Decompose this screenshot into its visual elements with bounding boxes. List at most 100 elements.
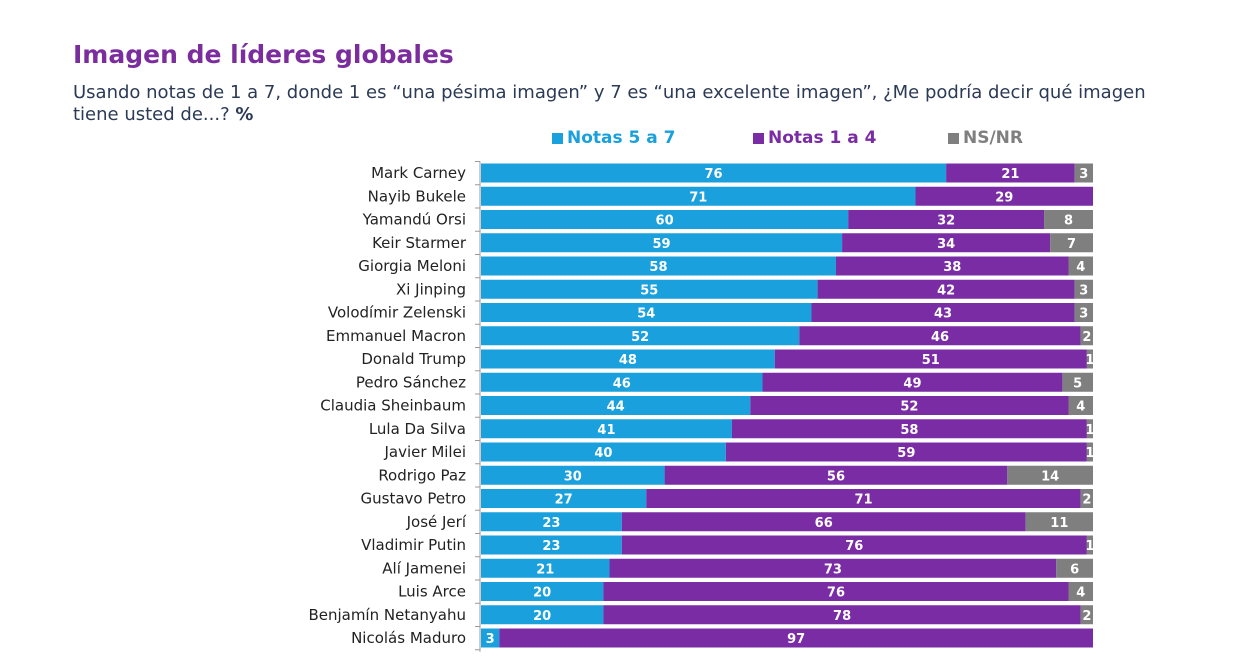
data-label: 56: [827, 469, 845, 484]
legend-label-nsnr: NS/NR: [963, 128, 1023, 148]
data-label: 21: [1001, 167, 1019, 182]
bar-positive: [481, 326, 800, 346]
bar-positive: [481, 605, 604, 625]
data-label: 27: [555, 493, 573, 508]
bar-negative: [621, 512, 1026, 532]
data-label: 2: [1082, 493, 1091, 508]
category-label: Vladimir Putin: [361, 536, 466, 554]
data-label: 44: [607, 400, 625, 415]
category-label: Volodímir Zelenski: [328, 304, 466, 322]
category-label: José Jerí: [406, 513, 467, 531]
bar-negative: [946, 163, 1075, 183]
legend-item-nsnr: NS/NR: [948, 128, 1023, 148]
bar-negative: [811, 303, 1075, 322]
data-label: 76: [827, 586, 845, 601]
bar-positive: [481, 582, 604, 601]
category-label: Pedro Sánchez: [356, 373, 466, 391]
legend-label-negative: Notas 1 a 4: [768, 128, 877, 148]
data-label: 2: [1082, 609, 1091, 624]
legend-item-negative: Notas 1 a 4: [753, 128, 877, 148]
data-label: 59: [897, 446, 915, 461]
bar-nsnr: [1086, 442, 1093, 462]
bar-nsnr: [1056, 558, 1093, 578]
data-label: 1: [1085, 539, 1094, 554]
data-label: 71: [689, 190, 707, 205]
data-label: 78: [833, 609, 851, 624]
bar-positive: [481, 233, 843, 253]
data-label: 23: [542, 539, 560, 554]
bar-nsnr: [1086, 349, 1093, 369]
data-label: 30: [564, 469, 582, 484]
category-label: Keir Starmer: [372, 234, 467, 252]
data-label: 11: [1050, 516, 1068, 531]
bar-positive: [481, 372, 763, 392]
data-label: 58: [900, 423, 918, 438]
bar-nsnr: [1062, 372, 1093, 392]
bar-negative: [621, 535, 1087, 555]
bar-negative: [499, 628, 1093, 648]
data-label: 32: [937, 214, 955, 229]
data-label: 46: [931, 330, 949, 345]
category-label: Giorgia Meloni: [358, 257, 466, 275]
bar-positive: [481, 419, 732, 439]
bar-positive: [481, 558, 610, 578]
bar-positive: [481, 396, 751, 415]
bar-nsnr: [1086, 419, 1093, 439]
category-label: Gustavo Petro: [361, 490, 466, 508]
bar-nsnr: [1074, 303, 1093, 322]
bar-negative: [731, 419, 1087, 439]
data-label: 49: [903, 376, 921, 391]
category-label: Donald Trump: [361, 350, 466, 368]
bar-negative: [603, 605, 1081, 625]
category-label: Yamandú Orsi: [362, 211, 466, 229]
bar-positive: [481, 489, 647, 508]
chart-title: Imagen de líderes globales: [73, 40, 454, 69]
bar-negative: [646, 489, 1081, 508]
data-label: 41: [597, 423, 615, 438]
data-label: 1: [1085, 353, 1094, 368]
data-label: 4: [1076, 400, 1085, 415]
data-label: 76: [705, 167, 723, 182]
data-label: 14: [1041, 469, 1059, 484]
bar-nsnr: [1074, 163, 1093, 183]
bar-nsnr: [1068, 256, 1093, 276]
bar-negative: [817, 279, 1075, 299]
bar-positive: [481, 279, 818, 299]
bar-positive: [481, 442, 726, 462]
data-label: 4: [1076, 260, 1085, 275]
bar-nsnr: [1068, 396, 1093, 415]
data-label: 42: [937, 283, 955, 298]
data-label: 73: [824, 562, 842, 577]
bar-negative: [842, 233, 1051, 253]
data-label: 3: [486, 632, 495, 647]
category-label: Claudia Sheinbaum: [320, 397, 466, 415]
category-label: Lula Da Silva: [369, 420, 466, 438]
data-label: 58: [649, 260, 667, 275]
category-label: Mark Carney: [371, 164, 466, 182]
data-label: 1: [1085, 446, 1094, 461]
bar-nsnr: [1007, 465, 1093, 485]
category-label: Nicolás Maduro: [351, 629, 466, 647]
legend-label-positive: Notas 5 a 7: [567, 128, 676, 148]
category-label: Nayib Bukele: [368, 187, 466, 205]
bar-nsnr: [1074, 279, 1093, 299]
legend-swatch-negative: [753, 132, 764, 144]
bar-nsnr: [1025, 512, 1093, 532]
data-label: 8: [1064, 214, 1073, 229]
data-label: 52: [631, 330, 649, 345]
bar-negative: [725, 442, 1087, 462]
bar-negative: [799, 326, 1081, 346]
data-label: 76: [845, 539, 863, 554]
bar-nsnr: [1080, 605, 1093, 625]
bar-positive: [481, 465, 665, 485]
data-label: 60: [656, 214, 674, 229]
bar-nsnr: [1044, 210, 1093, 229]
legend-swatch-positive: [552, 132, 563, 144]
bar-nsnr: [1080, 326, 1093, 346]
bar-negative: [915, 186, 1093, 206]
data-label: 4: [1076, 586, 1085, 601]
category-label: Rodrigo Paz: [378, 466, 466, 484]
category-label: Emmanuel Macron: [326, 327, 466, 345]
bar-negative: [750, 396, 1069, 415]
data-label: 3: [1079, 167, 1088, 182]
